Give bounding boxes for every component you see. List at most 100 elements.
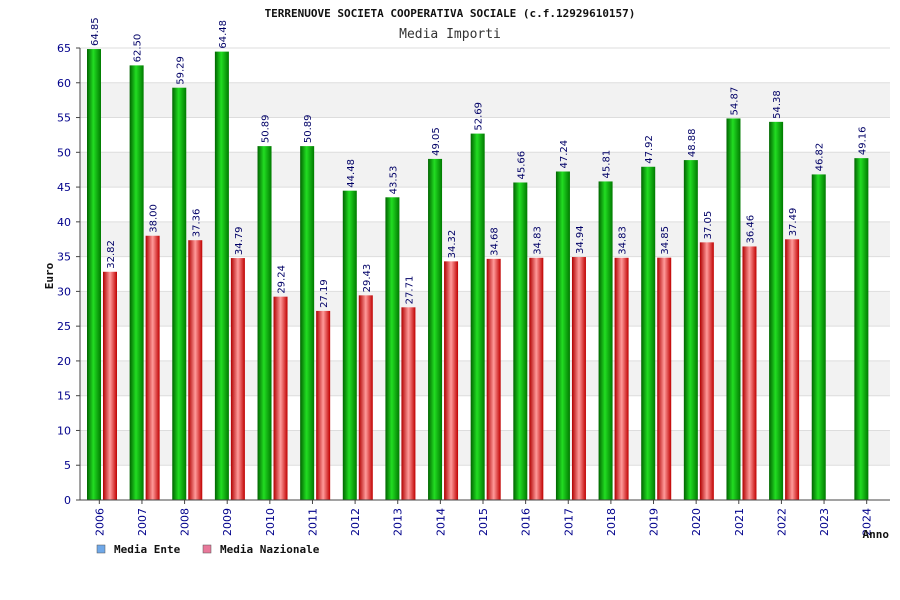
y-tick-label: 20 [57,355,71,368]
value-label-media-nazionale-2014: 34.32 [447,230,458,259]
value-label-media-nazionale-2017: 34.94 [575,225,586,254]
bar-media-nazionale-2011 [316,310,331,500]
bar-media-nazionale-2018 [614,257,629,500]
y-tick-label: 5 [64,459,71,472]
value-label-media-ente-2016: 45.66 [516,151,527,180]
value-label-media-ente-2015: 52.69 [474,102,485,131]
legend: Media Ente Media Nazionale [96,543,320,556]
y-tick-label: 10 [57,424,71,437]
bars [87,49,869,501]
chart-subtitle: Media Importi [399,27,501,42]
x-tick-label-2016: 2016 [520,508,533,536]
value-label-media-ente-2019: 47.92 [644,135,655,164]
value-label-media-ente-2024: 49.16 [857,127,868,156]
x-tick-label-2012: 2012 [349,508,362,536]
y-tick-label: 15 [57,390,71,403]
bar-media-ente-2011 [300,146,315,500]
bar-media-nazionale-2019 [657,257,672,500]
value-labels: 64.85 32.82 62.50 38.00 59.29 37.36 64.48 34.79… [90,17,868,308]
value-label-media-ente-2014: 49.05 [431,127,442,156]
value-label-media-nazionale-2019: 34.85 [660,226,671,255]
value-label-media-ente-2009: 64.48 [218,20,229,49]
y-tick-label: 60 [57,77,71,90]
bar-media-nazionale-2012 [358,295,373,500]
value-label-media-nazionale-2015: 34.68 [490,227,501,256]
x-tick-label-2010: 2010 [264,508,277,536]
bar-media-nazionale-2022 [785,239,800,501]
bar-media-ente-2022 [769,121,784,500]
value-label-media-ente-2022: 54.38 [772,90,783,119]
bar-media-nazionale-2008 [188,240,203,500]
chart-title: TERRENUOVE SOCIETA COOPERATIVA SOCIALE (… [265,7,636,20]
y-tick-label: 50 [57,146,71,159]
value-label-media-ente-2006: 64.85 [90,17,101,46]
grid-band [80,82,890,118]
bar-media-nazionale-2014 [444,261,459,500]
bar-media-nazionale-2015 [486,258,501,500]
value-label-media-nazionale-2010: 29.24 [277,265,288,294]
bar-media-ente-2009 [214,51,229,501]
value-label-media-ente-2021: 54.87 [729,87,740,116]
value-label-media-nazionale-2006: 32.82 [106,240,117,269]
bar-media-ente-2024 [854,158,869,500]
x-axis-label: Anno [863,528,890,541]
bar-media-ente-2012 [342,190,357,500]
value-label-media-ente-2020: 48.88 [687,128,698,157]
x-tick-label-2015: 2015 [477,508,490,536]
legend-label-media-nazionale: Media Nazionale [220,543,320,556]
value-label-media-nazionale-2012: 29.43 [362,264,373,293]
legend-swatch-media-nazionale [202,544,212,554]
y-tick-label: 0 [64,494,71,507]
value-label-media-nazionale-2016: 34.83 [532,226,543,255]
bar-media-ente-2014 [428,158,443,500]
x-tick-label-2006: 2006 [93,508,106,536]
x-tick-label-2013: 2013 [392,508,405,536]
x-axis-ticks: 2006 2007 2008 2009 2010 2011 2012 2013 2014 2015… [93,500,874,536]
bar-media-ente-2006 [87,49,101,500]
bar-media-nazionale-2017 [571,257,586,500]
bar-media-ente-2008 [172,87,187,501]
value-label-media-nazionale-2018: 34.83 [618,226,629,255]
y-tick-label: 40 [57,216,71,229]
value-label-media-nazionale-2009: 34.79 [234,226,245,255]
value-label-media-nazionale-2008: 37.36 [191,209,202,238]
bar-media-ente-2018 [598,181,613,500]
bar-media-nazionale-2010 [273,296,288,500]
x-tick-label-2024: 2024 [861,508,874,536]
value-label-media-ente-2013: 43.53 [388,166,399,195]
value-label-media-nazionale-2007: 38.00 [149,204,160,233]
x-tick-label-2018: 2018 [605,508,618,536]
bar-media-nazionale-2020 [699,242,714,501]
bar-media-ente-2015 [470,133,485,500]
y-axis-ticks: 0 5 10 15 20 25 30 35 40 45 50 55 60 65 [57,42,80,507]
value-label-media-ente-2011: 50.89 [303,114,314,143]
bar-media-ente-2019 [641,166,656,500]
x-tick-label-2008: 2008 [179,508,192,536]
x-tick-label-2007: 2007 [136,508,149,536]
value-label-media-nazionale-2020: 37.05 [703,211,714,240]
bar-media-ente-2010 [257,146,272,500]
x-tick-label-2014: 2014 [434,508,447,536]
bar-media-ente-2020 [683,160,698,500]
x-tick-label-2021: 2021 [733,508,746,536]
y-tick-label: 30 [57,285,71,298]
bar-media-nazionale-2016 [529,257,544,500]
y-tick-label: 45 [57,181,71,194]
bar-media-nazionale-2009 [230,258,245,500]
legend-label-media-ente: Media Ente [114,543,181,556]
x-tick-label-2022: 2022 [775,508,788,536]
value-label-media-nazionale-2022: 37.49 [788,208,799,237]
x-tick-label-2011: 2011 [306,508,319,536]
value-label-media-ente-2010: 50.89 [261,114,272,143]
bar-media-ente-2013 [385,197,400,500]
bar-media-ente-2023 [811,174,826,500]
y-tick-label: 55 [57,112,71,125]
bar-media-nazionale-2007 [145,235,160,500]
value-label-media-ente-2008: 59.29 [175,56,186,85]
y-tick-label: 35 [57,251,71,264]
bar-media-ente-2016 [513,182,528,501]
legend-swatch-media-ente [96,544,106,554]
value-label-media-ente-2012: 44.48 [346,159,357,188]
value-label-media-nazionale-2013: 27.71 [404,276,415,305]
